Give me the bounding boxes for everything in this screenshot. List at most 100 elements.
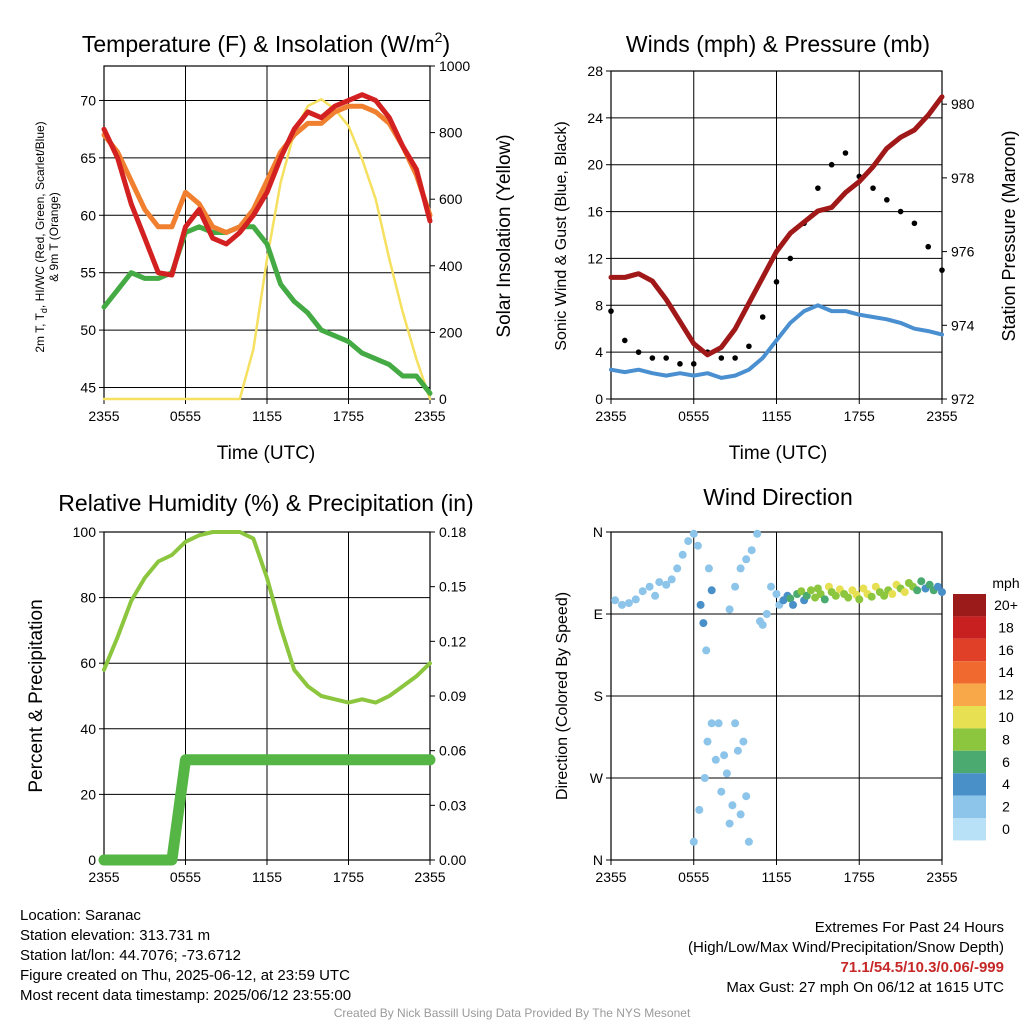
legend-label: 2 [1002,799,1010,815]
winds-ylabel-right: Station Pressure (Maroon) [999,130,1019,341]
series-sonic-wind [609,303,944,380]
extremes-title: Extremes For Past 24 Hours [814,919,1004,936]
direction-point [938,588,946,597]
direction-point [925,580,934,589]
direction-point [707,719,716,728]
direction-point [673,564,682,573]
y-tick-label: 60 [80,655,96,671]
series-2m-temperature [101,92,433,278]
direction-point [700,774,709,782]
max-gust: Max Gust: 27 mph On 06/12 at 1615 UTC [726,979,1004,996]
direction-point [684,537,693,546]
x-tick-label: 1155 [761,869,791,885]
y2-tick-label: 974 [951,317,975,333]
x-tick-label: 0555 [170,408,201,424]
gust-point [718,355,725,361]
series-9m-temperature [101,103,433,235]
gust-point [690,361,697,367]
gust-point [911,220,918,227]
gust-point [787,255,794,262]
x-tick-label: 2355 [595,869,626,885]
y-tick-label: 8 [595,297,603,313]
x-tick-label: 0555 [678,408,709,424]
direction-point [725,819,734,828]
x-tick-label: 1755 [844,408,875,424]
credit-line: Created By Nick Bassill Using Data Provi… [333,1006,691,1020]
speed-legend: mph 20+ 18 16 14 12 10 8 6 4 2 0 [953,575,1020,841]
direction-point [736,564,745,573]
gust-point [925,243,932,250]
series-relative-humidity [102,530,432,705]
gust-point [663,355,669,361]
legend-label: 12 [998,687,1014,703]
direction-point [722,769,731,778]
y-tick-label: W [590,770,604,786]
gust-point [842,150,849,156]
direction-point [624,599,633,608]
y2-tick-label: 400 [439,258,463,274]
y2-tick-label: 0.18 [439,524,466,540]
direction-point [917,577,926,586]
y-tick-label: 0 [595,391,603,407]
direction-point [711,755,720,764]
direction-point [704,564,713,573]
x-tick-label: 0555 [678,869,709,885]
svg-text:2m T, Td, HI/WC (Red, Green, S: 2m T, Td, HI/WC (Red, Green, Scarlet/Blu… [33,121,49,352]
y2-tick-label: 972 [951,391,975,407]
direction-point [702,646,711,655]
series-dewpoint [101,224,433,396]
humidity-ylabel-left: Percent & Precipitation [26,599,47,792]
legend-label: 4 [1002,776,1010,792]
extremes-values: 71.1/54.5/10.3/0.06/-999 [840,959,1004,976]
direction-point [714,719,723,728]
y2-tick-label: 0.00 [439,852,466,868]
legend-label: 8 [1002,731,1010,747]
legend-label: 18 [998,619,1014,635]
series-solar-insolation [102,98,432,401]
winds-xlabel: Time (UTC) [729,443,828,464]
x-tick-label: 1755 [333,869,364,885]
direction-point [689,529,698,538]
legend-swatch [953,818,986,841]
direction-point [747,546,756,555]
legend-label: 16 [998,642,1014,658]
y2-tick-label: 0 [439,391,447,407]
direction-point [867,592,876,601]
y2-tick-label: 0.15 [439,579,466,595]
y-tick-label: 50 [80,322,96,338]
legend-label: 20+ [994,597,1018,613]
station-info: Location: Saranac Station elevation: 313… [20,906,351,1006]
direction-point [844,593,853,602]
direction-point [772,590,781,598]
gust-point [649,355,656,361]
x-tick-label: 2355 [926,408,957,424]
station-latlon: Station lat/lon: 44.7076; -73.6712 [20,947,242,964]
y-tick-label: 0 [88,852,96,868]
direction-point [913,586,922,595]
legend-label: 10 [998,709,1014,725]
direction-point [739,737,748,746]
extremes-subtitle: (High/Low/Max Wind/Precipitation/Snow De… [688,939,1004,956]
direction-point [744,837,753,846]
temperature-ylabel-left: 2m T, Td, HI/WC (Red, Green, Scarlet/Blu… [33,121,61,352]
legend-swatch [953,661,986,684]
y2-tick-label: 0.12 [439,633,466,649]
direction-point [667,575,676,584]
legend-label: 0 [1002,821,1010,837]
direction-point [655,578,664,587]
y-tick-label: 24 [587,110,603,126]
direction-point [725,605,734,614]
x-tick-label: 1155 [761,408,791,424]
gust-point [621,337,628,344]
direction-point [696,600,705,609]
y-tick-label: 20 [587,157,603,173]
extremes-block: Extremes For Past 24 Hours (High/Low/Max… [688,918,1004,998]
x-tick-label: 0555 [170,869,201,885]
gust-point [773,279,780,285]
direction-point [693,541,702,550]
direction-point [820,595,829,604]
direction-chart-title: Wind Direction [703,484,853,510]
figure-created: Figure created on Thu, 2025-06-12, at 23… [20,967,350,984]
